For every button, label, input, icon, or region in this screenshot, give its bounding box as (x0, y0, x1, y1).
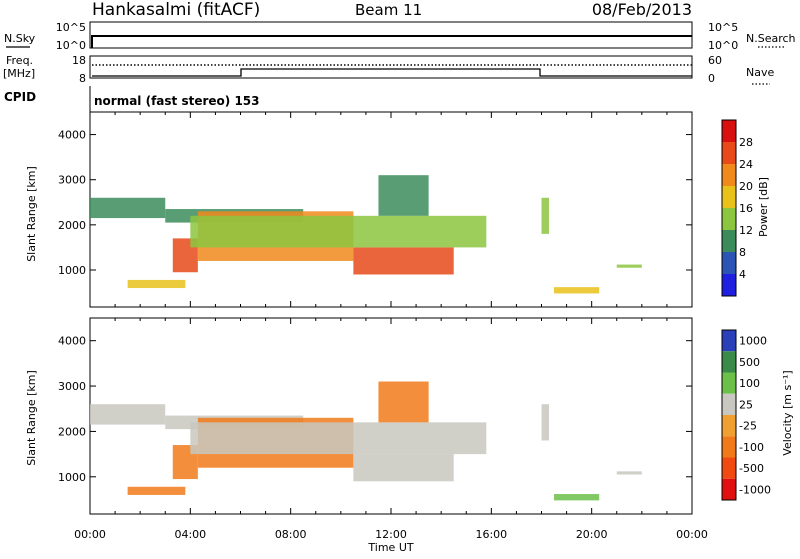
y-tick-label-1: 2000 (58, 425, 86, 438)
velocity-scatter-region-8 (541, 404, 550, 441)
y-tick-label-2: 3000 (58, 380, 86, 393)
velocity-y-ticks: 1000 2000 3000 4000 (58, 318, 693, 514)
x-tick-label-6: 00:00 (676, 528, 708, 541)
velocity-colorbar-swatch-5 (722, 436, 736, 458)
y-tick-label-3: 4000 (58, 335, 86, 348)
freq-label: Freq. (6, 54, 33, 67)
velocity-scatter-region-0 (90, 404, 166, 425)
velocity-scatter-region-10 (616, 471, 642, 475)
velocity-colorbar-frame (721, 329, 737, 501)
x-axis-label: Time UT (367, 541, 413, 554)
nsky-label: N.Sky (4, 32, 36, 45)
velocity-colorbar-tick-7: -1000 (739, 483, 771, 496)
x-tick-label-3: 12:00 (375, 528, 407, 541)
power-colorbar-tick-3: 16 (739, 202, 753, 215)
velocity-colorbar-tick-1: 500 (739, 356, 760, 369)
power-scatter-region-7 (127, 279, 186, 289)
velocity-colorbar-swatch-4 (722, 415, 736, 437)
nsearch-tick-top: 10^5 (708, 21, 738, 34)
nsky-tick-top: 10^5 (56, 21, 86, 34)
velocity-colorbar-tick-3: 25 (739, 398, 753, 411)
power-scatter-region-4 (353, 247, 454, 275)
freq-tick-top: 18 (72, 54, 86, 67)
freq-unit: [MHz] (3, 67, 35, 80)
x-tick-label-2: 08:00 (275, 528, 307, 541)
nave-label: Nave (746, 66, 774, 79)
nave-tick-top: 60 (708, 54, 722, 67)
velocity-colorbar-tick-2: 100 (739, 377, 760, 390)
velocity-colorbar-swatch-6 (722, 457, 736, 479)
power-colorbar-swatch-5 (722, 164, 736, 186)
velocity-scatter-region-7 (127, 486, 186, 495)
power-colorbar-tick-4: 20 (739, 180, 753, 193)
velocity-colorbar-swatch-2 (722, 372, 736, 394)
power-colorbar-tick-2: 12 (739, 224, 753, 237)
power-colorbar-label: Power [dB] (757, 177, 770, 237)
date-label: 08/Feb/2013 (592, 0, 692, 19)
power-colorbar-swatch-3 (722, 208, 736, 230)
power-colorbar-tick-0: 4 (739, 268, 746, 281)
cpid-text: normal (fast stereo) 153 (94, 94, 260, 108)
nave-tick-bottom: 0 (708, 72, 715, 85)
power-scatter-region-0 (90, 197, 166, 219)
power-colorbar-swatch-7 (722, 120, 736, 142)
power-colorbar-swatch-4 (722, 186, 736, 208)
velocity-colorbar-tick-6: -500 (739, 462, 764, 475)
time-x-ticks: 00:00 04:00 08:00 12:00 16:00 20:00 00:00 (74, 528, 708, 541)
velocity-colorbar-swatch-1 (722, 351, 736, 373)
velocity-y-axis-label: Slant Range [km] (25, 370, 38, 466)
velocity-colorbar-tick-5: -100 (739, 441, 764, 454)
velocity-scatter-region-6 (378, 381, 429, 423)
freq-panel-frame (89, 55, 693, 79)
power-colorbar-swatch-0 (722, 274, 736, 296)
cpid-label: CPID (4, 90, 36, 104)
freq-tick-bottom: 8 (79, 72, 86, 85)
power-scatter-region-6 (378, 175, 429, 216)
y-tick-label-3: 4000 (58, 129, 86, 142)
x-tick-label-0: 00:00 (74, 528, 106, 541)
y-tick-label-2: 3000 (58, 174, 86, 187)
velocity-colorbar-swatch-3 (722, 393, 736, 415)
x-tick-label-5: 20:00 (576, 528, 608, 541)
velocity-scatter-region-4 (353, 454, 454, 482)
power-y-ticks: 1000 2000 3000 4000 (58, 112, 693, 307)
power-colorbar-tick-6: 28 (739, 136, 753, 149)
nsky-trace (91, 35, 692, 48)
velocity-colorbar-tick-0: 1000 (739, 335, 767, 348)
power-colorbar-swatch-1 (722, 252, 736, 274)
nsearch-label: N.Search (746, 32, 796, 45)
station-title: Hankasalmi (fitACF) (92, 0, 260, 20)
power-scatter-region-5 (190, 215, 487, 248)
power-colorbar-tick-5: 24 (739, 158, 753, 171)
y-tick-label-1: 2000 (58, 219, 86, 232)
power-colorbar-swatch-6 (722, 142, 736, 164)
power-colorbar-swatch-2 (722, 230, 736, 252)
nsearch-tick-bottom: 10^0 (708, 39, 738, 52)
x-tick-label-1: 04:00 (174, 528, 206, 541)
velocity-colorbar: 1000 500 100 25 -25 -100 -500 -1000 (721, 329, 771, 501)
nsky-tick-bottom: 10^0 (56, 39, 86, 52)
velocity-scatter-region-5 (190, 422, 487, 455)
velocity-colorbar-label: Velocity [m s⁻¹] (781, 370, 794, 455)
y-tick-label-0: 1000 (58, 264, 86, 277)
power-colorbar-tick-1: 8 (739, 246, 746, 259)
velocity-data-layer (90, 381, 642, 501)
beam-label: Beam 11 (355, 1, 422, 19)
velocity-scatter-region-9 (554, 494, 600, 501)
x-tick-label-4: 16:00 (475, 528, 507, 541)
power-scatter-region-8 (541, 197, 550, 234)
power-colorbar-frame (721, 119, 737, 297)
power-scatter-region-9 (554, 287, 600, 294)
power-colorbar: 4 8 12 16 20 24 28 (721, 119, 753, 297)
velocity-colorbar-swatch-7 (722, 478, 736, 500)
power-y-axis-label: Slant Range [km] (25, 166, 38, 262)
power-data-layer (90, 175, 642, 294)
y-tick-label-0: 1000 (58, 471, 86, 484)
velocity-colorbar-swatch-0 (722, 330, 736, 352)
freq-trace (92, 68, 692, 77)
power-scatter-region-10 (616, 264, 642, 268)
velocity-colorbar-tick-4: -25 (739, 420, 757, 433)
